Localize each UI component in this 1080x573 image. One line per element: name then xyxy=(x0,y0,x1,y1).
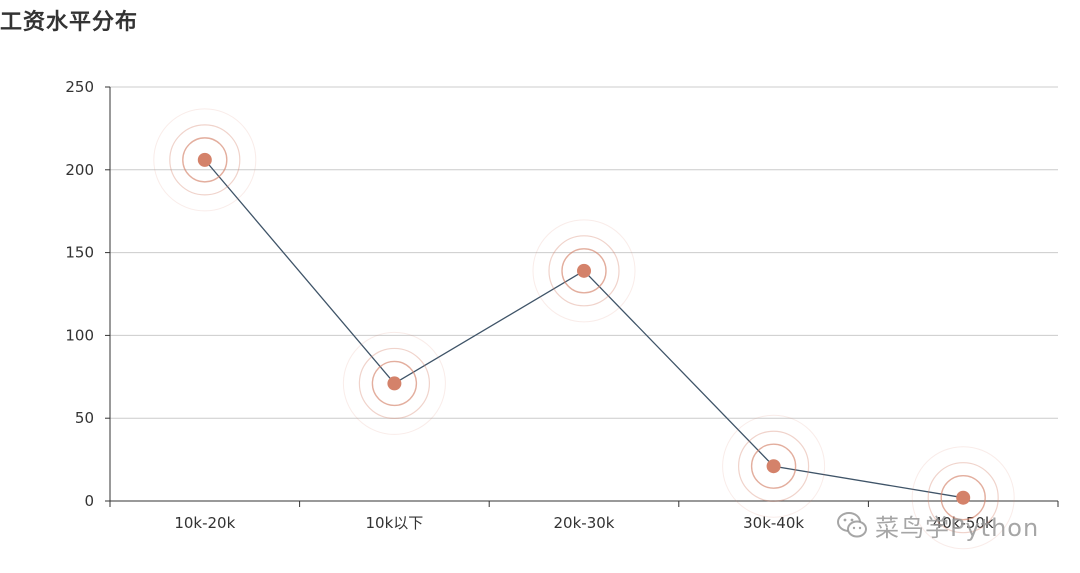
ripple-ring-middle xyxy=(737,430,810,502)
ripple-ring-middle xyxy=(169,124,241,196)
ripple-ring-outer xyxy=(342,331,446,435)
wechat-icon xyxy=(837,512,867,538)
data-point-marker xyxy=(387,376,402,391)
x-tick-label: 10k以下 xyxy=(366,514,424,532)
axes: 0 50 100 150 200 250 10k-20k 10k以下 20k-30k 30k-40… xyxy=(65,78,1059,532)
chart-title: 工资水平分布 xyxy=(0,10,139,35)
ripple-ring-outer xyxy=(722,414,826,518)
grid-lines xyxy=(110,86,1058,419)
data-point-marker xyxy=(956,490,971,505)
data-point xyxy=(153,108,257,212)
y-tick-label: 0 xyxy=(84,492,94,510)
ripple-ring-inner xyxy=(182,137,228,183)
y-tick-label: 150 xyxy=(65,244,94,262)
data-point-marker xyxy=(766,459,781,474)
data-point-marker xyxy=(577,263,591,278)
ripple-ring-outer xyxy=(911,446,1015,550)
y-tick-label: 200 xyxy=(65,161,94,179)
ripple-ring-inner xyxy=(561,248,607,294)
watermark-text: 菜鸟学Python xyxy=(875,513,1040,542)
y-tick-label: 250 xyxy=(65,78,94,96)
y-tick-label: 50 xyxy=(75,409,94,427)
data-point-marker xyxy=(197,152,212,167)
x-tick-label: 30k-40k xyxy=(743,514,804,532)
x-tick-label: 20k-30k xyxy=(554,514,615,532)
ripple-ring-middle xyxy=(358,347,430,420)
data-point xyxy=(722,414,826,518)
ripple-ring-middle xyxy=(548,235,620,307)
y-tick-label: 100 xyxy=(65,326,94,344)
data-point xyxy=(342,331,446,435)
series-line-layer xyxy=(204,159,964,499)
ripple-ring-middle xyxy=(927,462,999,534)
data-points xyxy=(153,108,1015,550)
x-tick-label: 40k-50k xyxy=(933,514,994,532)
ripple-ring-outer xyxy=(532,219,636,323)
ripple-ring-outer xyxy=(153,108,257,212)
ripple-ring-inner xyxy=(371,360,418,407)
data-point xyxy=(532,219,636,323)
watermark: 菜鸟学Python xyxy=(835,508,1039,542)
series-line xyxy=(204,159,964,499)
ripple-ring-inner xyxy=(750,443,797,489)
data-point xyxy=(911,446,1015,550)
x-tick-label: 10k-20k xyxy=(174,514,235,532)
ripple-ring-inner xyxy=(940,474,986,521)
